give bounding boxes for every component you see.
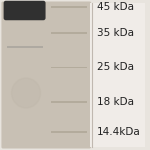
Circle shape bbox=[12, 78, 40, 108]
FancyBboxPatch shape bbox=[2, 2, 91, 148]
FancyBboxPatch shape bbox=[4, 1, 46, 20]
Bar bbox=[51, 131, 87, 133]
Text: 14.4kDa: 14.4kDa bbox=[97, 127, 141, 137]
Bar bbox=[90, 3, 145, 147]
Text: 35 kDa: 35 kDa bbox=[97, 28, 134, 38]
Text: 45 kDa: 45 kDa bbox=[97, 2, 134, 12]
Bar bbox=[7, 46, 43, 48]
Bar bbox=[51, 6, 87, 8]
Bar bbox=[51, 101, 87, 103]
Text: 25 kDa: 25 kDa bbox=[97, 63, 134, 72]
Text: 18 kDa: 18 kDa bbox=[97, 97, 134, 107]
Bar bbox=[51, 67, 87, 68]
Bar bbox=[51, 32, 87, 34]
